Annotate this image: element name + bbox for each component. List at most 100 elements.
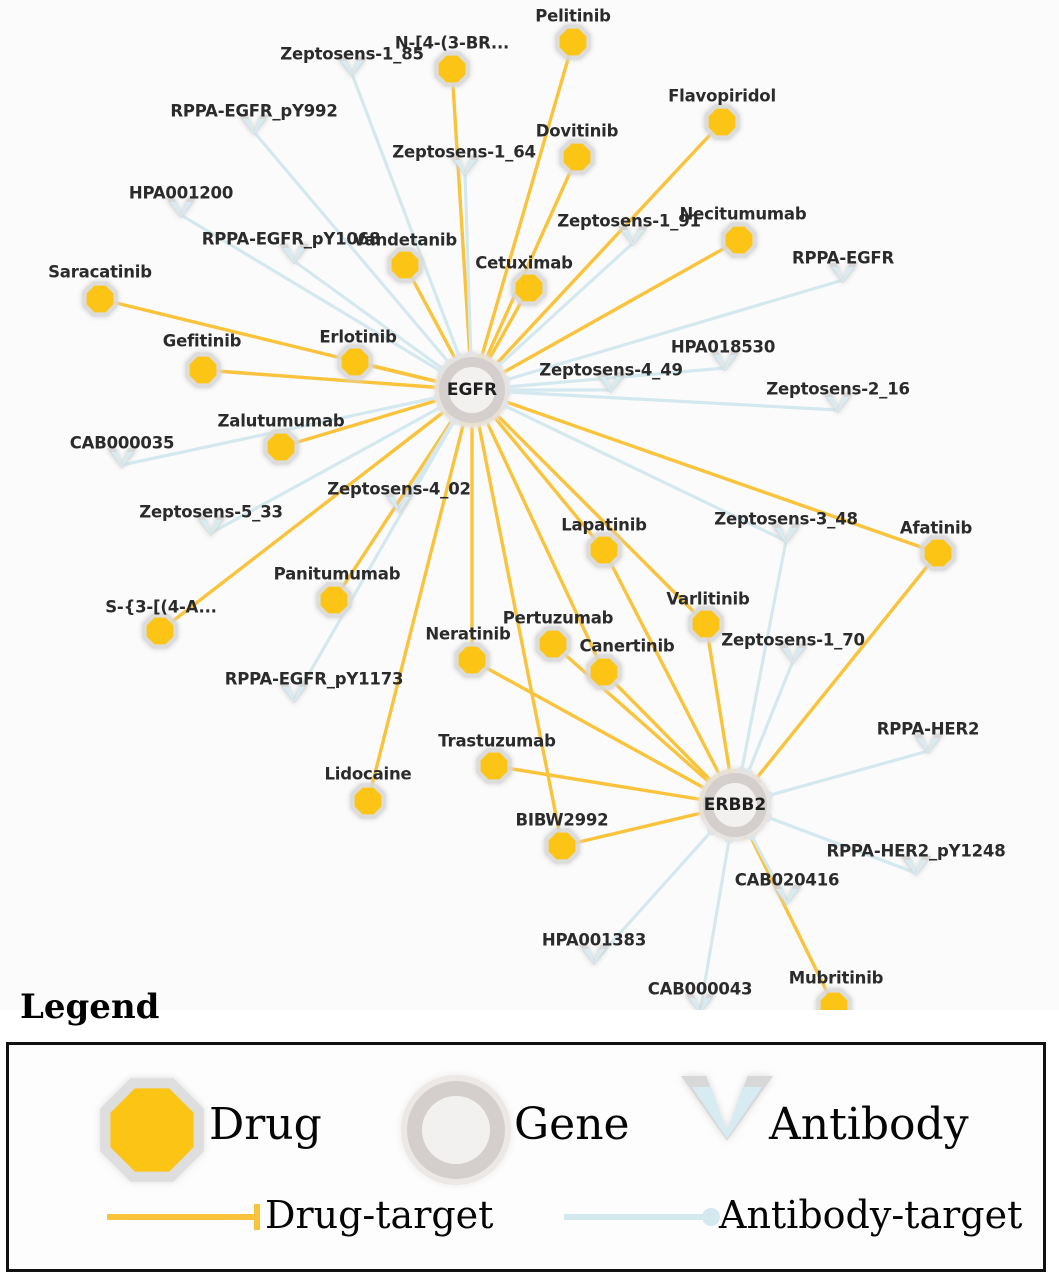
drug-node[interactable] [721, 222, 757, 258]
drug-node[interactable] [544, 828, 580, 864]
antibody-node-label: HPA001383 [541, 930, 647, 950]
octagon-icon [515, 274, 543, 302]
drug-node[interactable] [476, 748, 512, 784]
octagon-icon [458, 646, 486, 674]
legend-label-antibody-target: Antibody-target [719, 1193, 1023, 1237]
octagon-icon [539, 630, 567, 658]
drug-target-edge [366, 388, 474, 803]
antibody-node[interactable] [913, 734, 943, 755]
chevron-icon [782, 648, 804, 664]
chevron-icon [905, 860, 927, 876]
chevron-icon [283, 687, 305, 703]
drug-node[interactable] [142, 613, 178, 649]
drug-node-label: Gefitinib [162, 331, 242, 351]
octagon-icon [146, 617, 174, 645]
antibody-node[interactable] [618, 226, 648, 247]
antibody-node[interactable] [901, 856, 931, 877]
drug-node-label: Dovitinib [535, 121, 619, 141]
drug-node[interactable] [263, 429, 299, 465]
drug-node[interactable] [350, 783, 386, 819]
antibody-node[interactable] [771, 524, 801, 545]
antibody-node[interactable] [279, 244, 309, 265]
drug-node-label: Pertuzumab [502, 608, 614, 628]
gene-node[interactable] [699, 769, 771, 841]
antibody-node[interactable] [596, 373, 626, 394]
antibody-target-edge [733, 539, 788, 807]
drug-target-edge [733, 551, 940, 807]
drug-target-edge [470, 658, 737, 807]
drug-node[interactable] [704, 104, 740, 140]
drug-target-edge [470, 120, 724, 392]
drug-target-edge [470, 388, 606, 674]
legend-label-antibody: Antibody [769, 1099, 969, 1150]
antibody-target-edge [209, 388, 474, 535]
antibody-node[interactable] [279, 683, 309, 704]
drug-node[interactable] [387, 247, 423, 283]
chevron-icon [454, 160, 476, 176]
octagon-icon [341, 348, 369, 376]
antibody-node[interactable] [823, 393, 853, 414]
drug-node[interactable] [688, 606, 724, 642]
drug-node[interactable] [535, 626, 571, 662]
antibody-node[interactable] [828, 263, 858, 284]
legend-title: Legend [20, 987, 160, 1027]
chevron-icon [827, 397, 849, 413]
drug-node-label: Saracatinib [48, 262, 152, 282]
antibody-node-label: Zeptosens-1_64 [392, 142, 536, 162]
drug-node[interactable] [185, 352, 221, 388]
drug-node-label: Cetuximab [475, 253, 573, 273]
antibody-node[interactable] [107, 448, 137, 469]
drug-node[interactable] [337, 344, 373, 380]
octagon-icon [590, 536, 618, 564]
gene-node[interactable] [435, 353, 509, 427]
drug-target-edge [470, 238, 741, 392]
antibody-node[interactable] [337, 57, 367, 78]
chevron-icon [775, 528, 797, 544]
antibody-node[interactable] [450, 156, 480, 177]
octagon-icon [267, 433, 295, 461]
antibody-node[interactable] [166, 198, 196, 219]
drug-node[interactable] [559, 139, 595, 175]
chevron-icon [200, 520, 222, 536]
octagon-icon [480, 752, 508, 780]
drug-target-edge [492, 764, 737, 807]
drug-node-label: Necitumumab [679, 204, 807, 224]
antibody-edge-terminator [702, 1208, 720, 1226]
drug-node[interactable] [920, 535, 956, 571]
antibody-node[interactable] [685, 994, 715, 1015]
octagon-icon [320, 586, 348, 614]
antibody-node[interactable] [778, 644, 808, 665]
octagon-icon [391, 251, 419, 279]
chevron-icon [689, 998, 711, 1014]
legend-graphics [100, 1075, 773, 1230]
chevron-icon [388, 497, 410, 513]
legend-label-drug: Drug [209, 1099, 322, 1150]
drug-node-label: N-[4-(3-BR... [394, 33, 510, 53]
antibody-node-label: HPA018530 [670, 337, 776, 357]
antibody-node[interactable] [196, 516, 226, 537]
drug-node[interactable] [316, 582, 352, 618]
drug-node[interactable] [82, 281, 118, 317]
antibody-node[interactable] [384, 493, 414, 514]
drug-node[interactable] [555, 24, 591, 60]
gene-inner [713, 783, 757, 827]
antibody-node[interactable] [239, 115, 269, 136]
drug-target-edge [450, 67, 474, 392]
gene-inner [449, 367, 495, 413]
antibody-node[interactable] [772, 885, 802, 906]
chevron-icon [832, 267, 854, 283]
drug-node-label: Erlotinib [319, 327, 397, 347]
legend-box: Drug Gene Antibody Drug-target Antibody-… [6, 1042, 1046, 1272]
drug-node-label: Mubritinib [788, 968, 884, 988]
antibody-node[interactable] [579, 945, 609, 966]
drug-node[interactable] [511, 270, 547, 306]
antibody-node-label: Zeptosens-4_49 [539, 360, 683, 380]
antibody-node[interactable] [710, 351, 740, 372]
antibody-node-label: Zeptosens-1_91 [557, 211, 701, 231]
drug-node[interactable] [454, 642, 490, 678]
drug-node-label: Panitumumab [273, 564, 401, 584]
chevron-icon [341, 61, 363, 77]
drug-node[interactable] [586, 654, 622, 690]
drug-node[interactable] [434, 51, 470, 87]
drug-node[interactable] [586, 532, 622, 568]
